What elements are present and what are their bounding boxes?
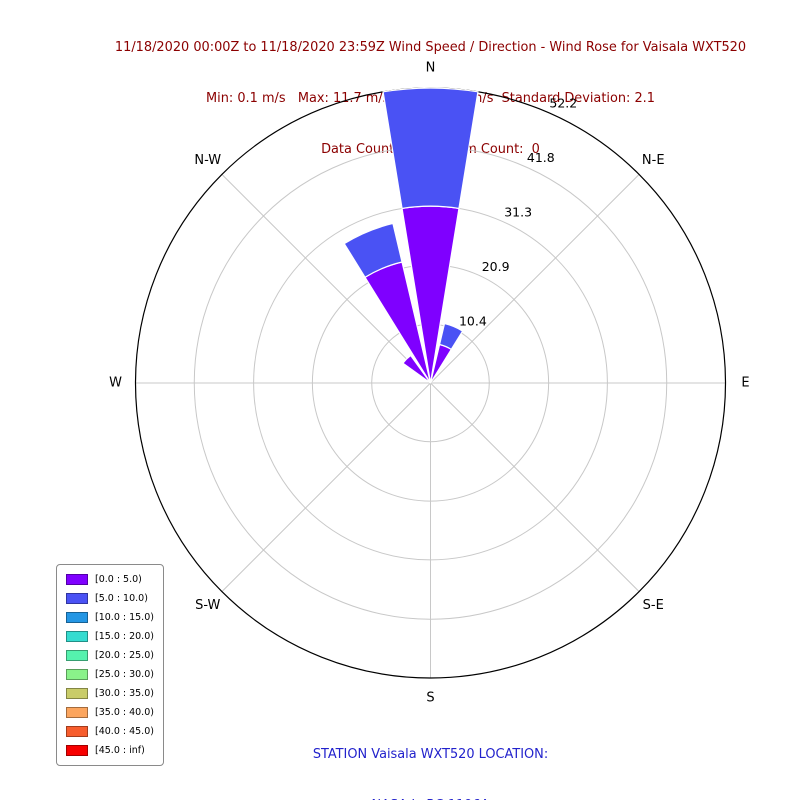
legend-item-label: [35.0 : 40.0) — [95, 707, 154, 718]
compass-label-n: N — [426, 61, 436, 76]
legend-color-swatch — [66, 726, 88, 737]
radial-tick-label: 31.3 — [504, 205, 532, 220]
legend-item: [20.0 : 25.0) — [66, 646, 154, 665]
legend-item-label: [20.0 : 25.0) — [95, 650, 154, 661]
radial-tick-label: 10.4 — [459, 314, 487, 329]
radial-tick-label: 20.9 — [482, 259, 510, 274]
station-caption-block: STATION Vaisala WXT520 LOCATION: NASA La… — [60, 712, 800, 800]
legend-item-label: [10.0 : 15.0) — [95, 612, 154, 623]
station-caption-line-1: STATION Vaisala WXT520 LOCATION: — [312, 747, 549, 762]
compass-label-s: S — [426, 691, 434, 706]
legend-item-label: [40.0 : 45.0) — [95, 726, 154, 737]
legend-color-swatch — [66, 745, 88, 756]
legend-item-label: [45.0 : inf) — [95, 745, 145, 756]
legend: [0.0 : 5.0) [5.0 : 10.0) [10.0 : 15.0) [15.… — [56, 564, 164, 766]
legend-item: [25.0 : 30.0) — [66, 665, 154, 684]
legend-item-label: [25.0 : 30.0) — [95, 669, 154, 680]
legend-item-label: [15.0 : 20.0) — [95, 631, 154, 642]
wind-sector-segment — [343, 222, 403, 279]
legend-color-swatch — [66, 707, 88, 718]
grid-spoke — [221, 382, 431, 592]
legend-color-swatch — [66, 631, 88, 642]
legend-item: [0.0 : 5.0) — [66, 570, 154, 589]
grid-spoke — [430, 174, 640, 384]
compass-label-ne: N-E — [642, 153, 665, 168]
station-caption-line-2: NASA LaRC 1196A — [60, 797, 800, 800]
compass-label-nw: N-W — [194, 153, 221, 168]
legend-item: [10.0 : 15.0) — [66, 608, 154, 627]
wind-sector-segment — [438, 322, 464, 351]
legend-color-swatch — [66, 688, 88, 699]
legend-color-swatch — [66, 669, 88, 680]
legend-color-swatch — [66, 612, 88, 623]
radial-tick-label: 41.8 — [527, 150, 555, 165]
legend-item: [45.0 : inf) — [66, 741, 154, 760]
compass-label-w: W — [109, 376, 122, 391]
radial-tick-label: 52.2 — [549, 95, 577, 110]
legend-item: [40.0 : 45.0) — [66, 722, 154, 741]
chart-title-line-1: 11/18/2020 00:00Z to 11/18/2020 23:59Z W… — [114, 40, 747, 55]
legend-color-swatch — [66, 650, 88, 661]
compass-label-se: S-E — [643, 598, 664, 613]
wind-sector-segment — [382, 87, 479, 210]
legend-item-label: [0.0 : 5.0) — [95, 574, 142, 585]
compass-label-sw: S-W — [195, 598, 220, 613]
legend-color-swatch — [66, 593, 88, 604]
legend-item: [35.0 : 40.0) — [66, 703, 154, 722]
legend-color-swatch — [66, 574, 88, 585]
grid-spoke — [430, 382, 640, 592]
legend-item: [15.0 : 20.0) — [66, 627, 154, 646]
grid-spoke — [221, 174, 431, 384]
legend-item-label: [30.0 : 35.0) — [95, 688, 154, 699]
legend-item-label: [5.0 : 10.0) — [95, 593, 148, 604]
legend-item: [5.0 : 10.0) — [66, 589, 154, 608]
wind-sector-segment — [402, 354, 431, 384]
legend-item: [30.0 : 35.0) — [66, 684, 154, 703]
compass-label-e: E — [741, 376, 749, 391]
